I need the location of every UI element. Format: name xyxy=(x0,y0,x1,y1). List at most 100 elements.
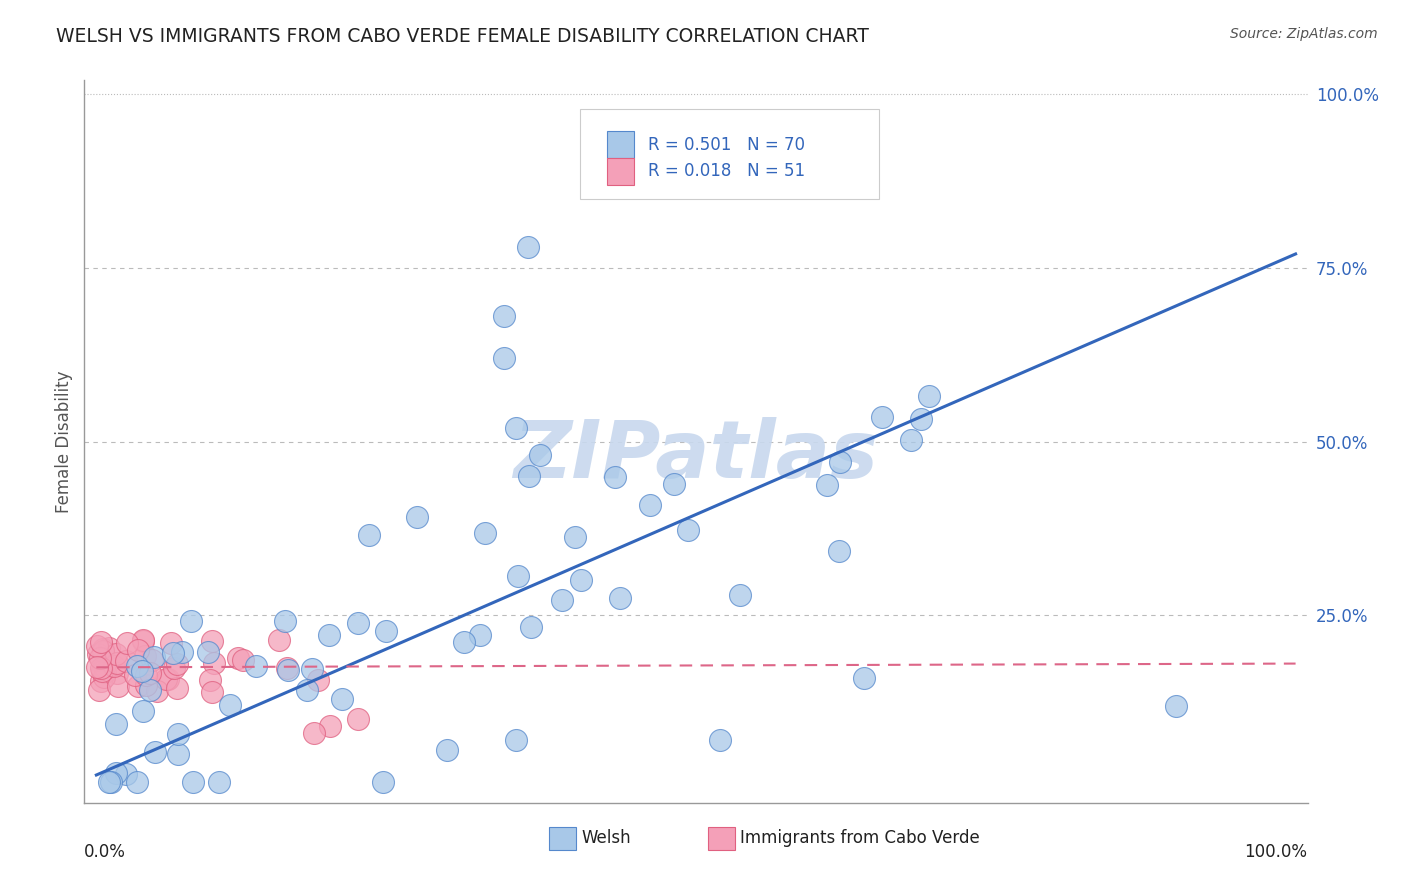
Point xyxy=(166,681,188,695)
Point xyxy=(307,673,329,688)
Point xyxy=(100,775,122,789)
Point xyxy=(202,656,225,670)
Text: ZIPatlas: ZIPatlas xyxy=(513,417,879,495)
Point xyxy=(139,682,162,697)
FancyBboxPatch shape xyxy=(606,131,634,158)
Point xyxy=(453,634,475,648)
Point xyxy=(87,683,110,698)
Point xyxy=(406,510,429,524)
FancyBboxPatch shape xyxy=(550,827,576,850)
Point xyxy=(276,661,298,675)
Point xyxy=(90,635,112,649)
Point xyxy=(86,647,108,661)
Point xyxy=(347,713,370,727)
Point xyxy=(98,775,121,789)
Point xyxy=(295,682,318,697)
Point xyxy=(232,653,254,667)
Point xyxy=(603,469,626,483)
Point xyxy=(709,733,731,747)
Point xyxy=(132,704,155,718)
Point xyxy=(157,673,180,687)
Point xyxy=(143,745,166,759)
Point xyxy=(638,498,661,512)
Text: WELSH VS IMMIGRANTS FROM CABO VERDE FEMALE DISABILITY CORRELATION CHART: WELSH VS IMMIGRANTS FROM CABO VERDE FEMA… xyxy=(56,27,869,45)
Point xyxy=(301,662,323,676)
FancyBboxPatch shape xyxy=(579,109,880,200)
FancyBboxPatch shape xyxy=(606,158,634,185)
Point xyxy=(127,659,149,673)
Point xyxy=(93,660,115,674)
Point xyxy=(436,743,458,757)
Point xyxy=(870,410,893,425)
Point xyxy=(319,719,342,733)
Point xyxy=(273,614,295,628)
Point xyxy=(357,528,380,542)
Point xyxy=(115,636,138,650)
Point xyxy=(200,673,222,688)
Point xyxy=(139,666,162,681)
Point xyxy=(105,656,128,670)
Point xyxy=(609,591,631,605)
Point xyxy=(135,668,157,682)
Point xyxy=(124,667,146,681)
Point xyxy=(494,351,516,366)
Point xyxy=(917,389,939,403)
Point xyxy=(1164,698,1187,713)
Point xyxy=(815,478,838,492)
Point xyxy=(160,636,183,650)
Point xyxy=(676,523,699,537)
Point xyxy=(910,412,932,426)
Point xyxy=(181,775,204,789)
Text: 100.0%: 100.0% xyxy=(1244,843,1308,861)
Point xyxy=(90,661,112,675)
Point xyxy=(114,654,136,668)
Point xyxy=(517,240,540,254)
Point xyxy=(131,664,153,678)
Point xyxy=(94,665,117,680)
Point xyxy=(569,574,592,588)
Y-axis label: Female Disability: Female Disability xyxy=(55,370,73,513)
Point xyxy=(146,684,169,698)
Point xyxy=(167,747,190,762)
Point xyxy=(127,679,149,693)
Point xyxy=(104,647,127,661)
Point xyxy=(550,593,572,607)
Point xyxy=(91,664,114,678)
Point xyxy=(89,651,111,665)
Point xyxy=(564,530,586,544)
Point xyxy=(267,632,290,647)
Point xyxy=(517,469,540,483)
Point xyxy=(218,698,240,712)
Point xyxy=(163,661,186,675)
Point xyxy=(155,673,177,687)
Text: Welsh: Welsh xyxy=(581,830,631,847)
Point xyxy=(505,420,527,434)
Point xyxy=(347,615,370,630)
Point xyxy=(131,633,153,648)
Point xyxy=(318,628,340,642)
Point xyxy=(330,692,353,706)
Point xyxy=(208,775,231,789)
Point xyxy=(170,645,193,659)
Point xyxy=(86,639,108,653)
Point xyxy=(201,633,224,648)
Point xyxy=(505,733,527,747)
Point xyxy=(86,659,108,673)
Point xyxy=(374,624,396,638)
Point xyxy=(474,525,496,540)
Point xyxy=(508,569,530,583)
Point xyxy=(90,673,112,688)
Point xyxy=(852,671,875,685)
Point xyxy=(141,653,163,667)
Point xyxy=(167,727,190,741)
Point xyxy=(93,670,115,684)
Point xyxy=(142,650,165,665)
Point xyxy=(197,645,219,659)
Point xyxy=(105,666,128,681)
Point xyxy=(115,767,138,781)
Point xyxy=(125,775,148,789)
Point xyxy=(520,620,543,634)
Point xyxy=(134,649,156,664)
FancyBboxPatch shape xyxy=(709,827,735,850)
Point xyxy=(180,615,202,629)
